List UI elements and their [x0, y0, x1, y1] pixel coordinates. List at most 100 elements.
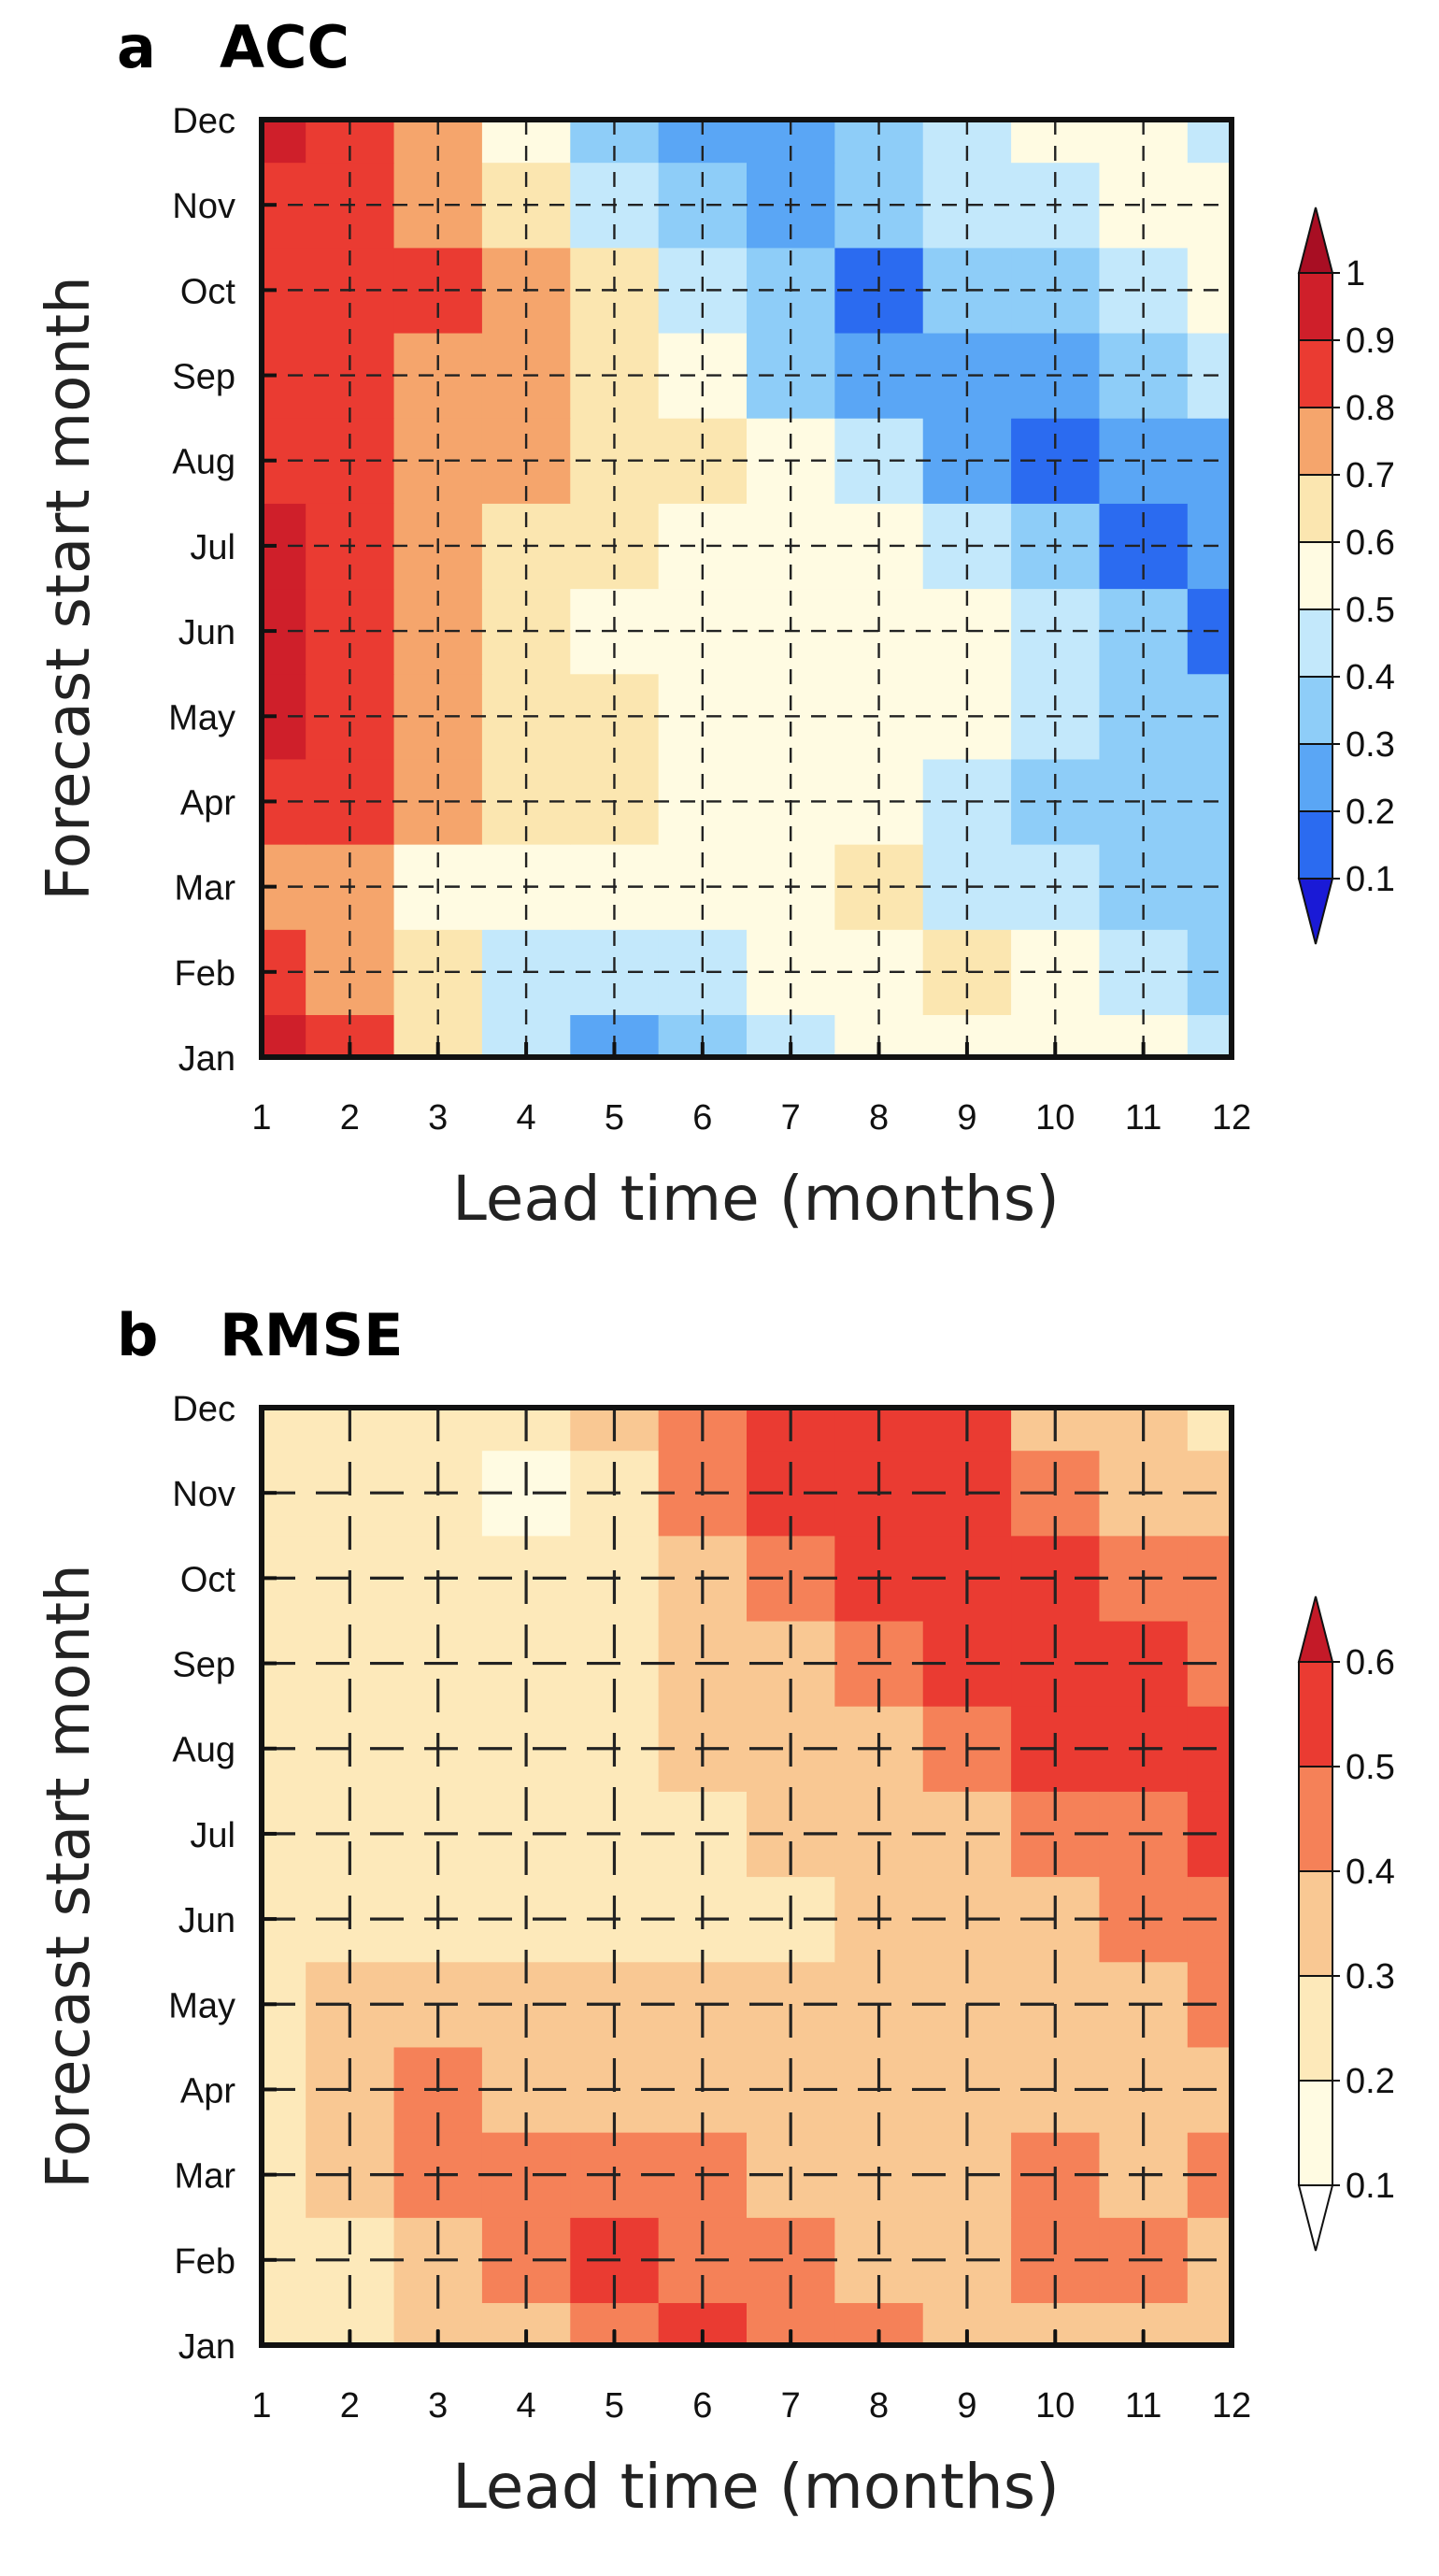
heatmap-cell	[1187, 120, 1232, 164]
panel-letter: b	[117, 1301, 158, 1369]
y-tick-label: Nov	[172, 187, 235, 226]
colorbar-segment	[1298, 272, 1333, 341]
grid-lines	[262, 1408, 1232, 2345]
x-axis: 1 2 3 4 5 6 7 8 9 10 11 12	[251, 1042, 1251, 1138]
colorbar-extend-bottom	[1297, 2184, 1334, 2252]
colorbar-segment	[1298, 1661, 1333, 1767]
y-axis: Jan Feb Mar Apr May Jun Jul Aug Sep Oct Nov Dec	[168, 102, 277, 1079]
y-tick-label: Feb	[175, 2242, 235, 2282]
x-tick-label: 5	[605, 1098, 624, 1138]
heatmap-cell	[393, 673, 483, 760]
x-tick-label: 3	[428, 2386, 448, 2426]
colorbar-label: 0.6	[1346, 1643, 1395, 1682]
colorbar-label: 0.1	[1346, 860, 1395, 899]
x-tick-label: 8	[869, 1098, 889, 1138]
panel-letter: a	[117, 13, 156, 81]
y-tick-label: Apr	[180, 2071, 235, 2111]
x-tick-label: 5	[605, 2386, 624, 2426]
heatmap-cell	[262, 1014, 306, 1057]
heatmap-cell	[1099, 332, 1189, 419]
colorbar-segment	[1298, 1766, 1333, 1872]
y-tick-label: Jul	[190, 1816, 235, 1855]
y-tick-label: Mar	[175, 2157, 236, 2197]
y-tick-label: May	[168, 698, 235, 737]
y-tick-label: Aug	[172, 443, 235, 482]
colorbar-extend-bottom	[1297, 878, 1334, 945]
heatmap-cell	[262, 120, 306, 164]
plot-frame	[259, 1405, 1234, 2348]
rmse-chart: b RMSE Jan Feb Mar Apr May Jun Jul Aug Sep Oct Nov De…	[35, 1301, 1395, 2523]
heatmap-cell	[393, 332, 483, 419]
y-tick-label: Dec	[172, 1390, 235, 1429]
x-tick-label: 1	[251, 2386, 271, 2426]
heatmap-cell	[1187, 2302, 1232, 2345]
colorbar-segment	[1298, 810, 1333, 880]
heatmap-cell	[1187, 1408, 1232, 1452]
colorbar-extend-top	[1297, 207, 1334, 274]
chart-title: ACC	[220, 13, 349, 81]
y-tick-label: Sep	[172, 1646, 235, 1685]
y-tick-label: Aug	[172, 1731, 235, 1770]
x-tick-label: 3	[428, 1098, 448, 1138]
y-tick-label: Nov	[172, 1475, 235, 1514]
x-tick-label: 8	[869, 2386, 889, 2426]
x-tick-label: 6	[692, 1098, 712, 1138]
y-tick-label: Jan	[178, 1039, 235, 1079]
y-tick-label: Oct	[180, 272, 236, 311]
x-tick-label: 1	[251, 1098, 271, 1138]
x-tick-label: 12	[1212, 1098, 1251, 1138]
panel-rmse: b RMSE Jan Feb Mar Apr May Jun Jul Aug Sep Oct Nov De…	[0, 1288, 1439, 2576]
x-tick-label: 4	[517, 1098, 536, 1138]
x-tick-label: 9	[957, 1098, 976, 1138]
heatmap-cell	[1099, 673, 1189, 760]
heatmap-cell	[262, 1408, 306, 1452]
y-tick-label: Dec	[172, 102, 235, 141]
colorbar-label: 0.3	[1346, 1957, 1395, 1996]
y-axis-title: Forecast start month	[35, 276, 104, 900]
y-tick-label: Feb	[175, 954, 235, 994]
heatmap-cell	[658, 673, 748, 760]
x-tick-label: 10	[1035, 2386, 1075, 2426]
y-tick-label: Jun	[178, 613, 235, 652]
x-tick-label: 2	[340, 2386, 360, 2426]
colorbar-label: 0.4	[1346, 658, 1395, 697]
y-tick-label: Apr	[180, 783, 235, 823]
colorbar-segment	[1298, 541, 1333, 610]
colorbar-segment	[1298, 1975, 1333, 2082]
y-axis: Jan Feb Mar Apr May Jun Jul Aug Sep Oct Nov Dec	[168, 1390, 277, 2367]
colorbar: 0.1 0.2 0.3 0.4 0.5 0.6	[1297, 1596, 1395, 2252]
x-tick-label: 11	[1125, 2386, 1161, 2426]
y-tick-label: Jul	[190, 528, 235, 567]
y-tick-label: Mar	[175, 869, 236, 909]
colorbar-label: 0.7	[1346, 456, 1395, 495]
colorbar-label: 0.5	[1346, 1748, 1395, 1787]
x-axis: 1 2 3 4 5 6 7 8 9 10 11 12	[251, 2330, 1251, 2426]
colorbar-label: 0.6	[1346, 523, 1395, 563]
colorbar-label: 0.2	[1346, 2062, 1395, 2101]
x-tick-label: 10	[1035, 1098, 1075, 1138]
x-tick-label: 4	[517, 2386, 536, 2426]
x-tick-label: 9	[957, 2386, 976, 2426]
y-tick-label: Jun	[178, 1901, 235, 1940]
colorbar-segment	[1298, 2080, 1333, 2186]
colorbar-segment	[1298, 743, 1333, 812]
colorbar: 0.1 0.2 0.3 0.4 0.5 0.6 0.7 0.8 0.9 1	[1297, 207, 1395, 945]
colorbar-label: 0.4	[1346, 1853, 1395, 1892]
grid-lines	[262, 120, 1232, 1057]
y-tick-label: Jan	[178, 2327, 235, 2367]
colorbar-segment	[1298, 608, 1333, 678]
panel-acc: a ACC Jan Feb Mar Apr May Jun Jul Aug Sep Oct Nov Dec…	[35, 13, 1395, 1235]
colorbar-label: 0.3	[1346, 725, 1395, 765]
x-tick-label: 12	[1212, 2386, 1251, 2426]
heatmap-cells	[262, 1408, 1232, 2345]
y-tick-label: Oct	[180, 1560, 236, 1599]
colorbar-label: 0.8	[1346, 389, 1395, 428]
colorbar-label: 0.5	[1346, 591, 1395, 630]
x-axis-title: Lead time (months)	[452, 2451, 1060, 2523]
colorbar-segment	[1298, 407, 1333, 476]
heatmap-cells	[262, 120, 1232, 1057]
colorbar-label: 1	[1346, 254, 1365, 293]
plot-frame	[259, 117, 1234, 1060]
heatmap-cell	[658, 332, 748, 419]
colorbar-segment	[1298, 1870, 1333, 1977]
